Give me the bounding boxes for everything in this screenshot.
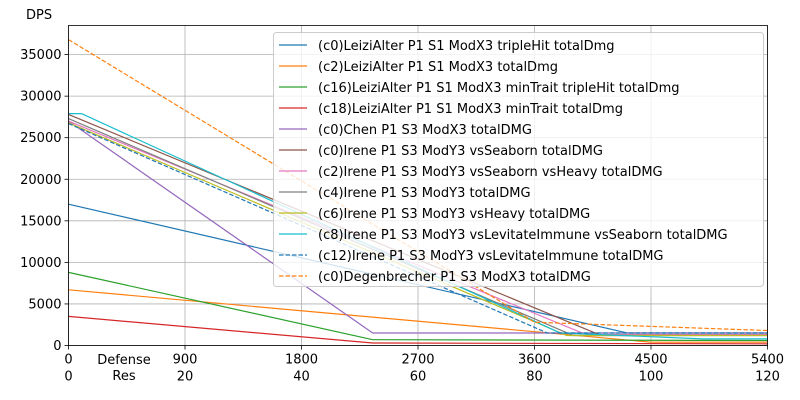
- legend-label: (c2)LeiziAlter P1 S1 ModX3 totalDmg: [318, 60, 558, 75]
- x-tick-label: 1800: [285, 353, 318, 368]
- x-tick-label-secondary: 100: [639, 370, 664, 385]
- x-tick-label-secondary: 80: [526, 370, 543, 385]
- x-tick-label: 3600: [518, 353, 551, 368]
- legend-label: (c12)Irene P1 S3 ModY3 vsLevitateImmune …: [318, 249, 664, 264]
- x-tick-label: 4500: [634, 353, 667, 368]
- series-line: [68, 122, 768, 337]
- legend-label: (c8)Irene P1 S3 ModY3 vsLevitateImmune v…: [318, 228, 728, 243]
- series-line: [68, 123, 768, 334]
- x-tick-label: 0: [64, 353, 72, 368]
- legend-frame: [273, 32, 764, 287]
- x-tick-label: 900: [173, 353, 198, 368]
- legend-label: (c6)Irene P1 S3 ModY3 vsHeavy totalDMG: [318, 207, 590, 222]
- y-tick-label: 30000: [20, 90, 61, 105]
- x-tick-label-secondary: 60: [410, 370, 427, 385]
- series-layer: [68, 39, 768, 345]
- legend-label: (c0)Chen P1 S3 ModX3 totalDMG: [318, 123, 532, 138]
- y-tick-label: 5000: [28, 297, 61, 312]
- y-tick-label: 20000: [20, 173, 61, 188]
- legend-label: (c18)LeiziAlter P1 S1 ModX3 minTrait tot…: [318, 102, 623, 117]
- legend-label: (c16)LeiziAlter P1 S1 ModX3 minTrait tri…: [318, 81, 679, 96]
- x-tick-label-secondary: 20: [177, 370, 194, 385]
- series-line: [68, 289, 768, 343]
- y-tick-label: 35000: [20, 48, 61, 63]
- x-axis-label-defense: Defense: [97, 353, 151, 368]
- x-tick-label: 2700: [401, 353, 434, 368]
- legend-label: (c0)LeiziAlter P1 S1 ModX3 tripleHit tot…: [318, 39, 615, 54]
- x-tick-label-secondary: 120: [755, 370, 780, 385]
- legend: (c0)LeiziAlter P1 S1 ModX3 tripleHit tot…: [273, 32, 764, 287]
- x-axis-label-res: Res: [112, 369, 135, 384]
- x-tick-label: 5400: [751, 353, 784, 368]
- legend-label: (c0)Degenbrecher P1 S3 ModX3 totalDMG: [318, 270, 591, 285]
- y-tick-label: 25000: [20, 131, 61, 146]
- ticks-layer: 0090020180040270060360080450010054001200…: [20, 48, 784, 384]
- series-line: [68, 315, 768, 345]
- legend-label: (c2)Irene P1 S3 ModY3 vsSeaborn vsHeavy …: [318, 165, 663, 180]
- x-tick-label-secondary: 40: [293, 370, 310, 385]
- x-tick-label-secondary: 0: [64, 370, 72, 385]
- y-tick-label: 15000: [20, 214, 61, 229]
- y-axis-label: DPS: [26, 8, 52, 23]
- series-line: [68, 271, 768, 342]
- y-tick-label: 0: [53, 339, 61, 354]
- legend-items: (c0)LeiziAlter P1 S1 ModX3 tripleHit tot…: [279, 39, 728, 285]
- y-tick-label: 10000: [20, 256, 61, 271]
- legend-label: (c0)Irene P1 S3 ModY3 vsSeaborn totalDMG: [318, 144, 603, 159]
- legend-label: (c4)Irene P1 S3 ModY3 totalDMG: [318, 186, 531, 201]
